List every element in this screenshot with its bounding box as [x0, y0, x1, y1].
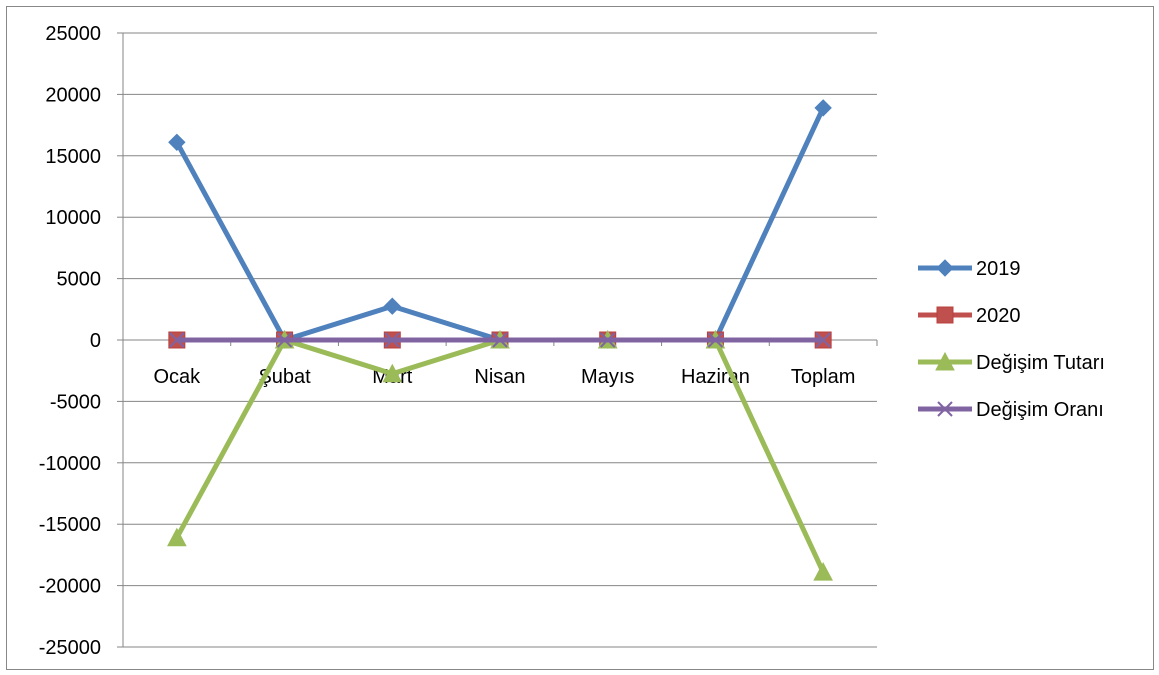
data-point — [382, 363, 403, 383]
data-point — [276, 332, 293, 348]
y-tick-label: -5000 — [50, 391, 101, 413]
x-tick-label: Toplam — [791, 366, 855, 388]
data-point — [813, 562, 833, 581]
y-tick-label: 25000 — [45, 23, 101, 45]
marker-triangle — [935, 351, 955, 371]
data-point — [167, 527, 187, 547]
y-tick-label: 20000 — [45, 84, 101, 106]
marker-triangle — [167, 527, 187, 547]
marker-triangle — [813, 562, 833, 581]
marker-diamond — [814, 99, 832, 117]
marker-x — [384, 332, 400, 348]
legend-entry: Değişim Tutarı — [918, 351, 1105, 374]
legend-label: Değişim Tutarı — [976, 352, 1105, 374]
data-point — [815, 332, 831, 348]
series-3 — [169, 332, 831, 348]
marker-x — [707, 332, 724, 348]
data-point — [384, 332, 400, 348]
data-point — [707, 332, 724, 348]
marker-x — [492, 332, 508, 348]
series-line — [174, 106, 826, 343]
data-point — [492, 332, 508, 348]
marker-x — [937, 401, 953, 417]
x-axis-ticks: OcakŞubatMartNisanMayısHaziranToplam — [122, 340, 878, 388]
y-axis-ticks: 25000 20000 15000 10000 5000 0 -5000 -10000 -150… — [39, 23, 123, 659]
y-tick-label: 0 — [90, 330, 101, 352]
legend: 2019 2020 Değişim Tutarı Değişim Oranı — [918, 258, 1105, 421]
x-tick-label: Mayıs — [581, 366, 634, 388]
marker-diamond — [168, 133, 186, 151]
data-point — [169, 332, 185, 348]
series-group — [167, 99, 833, 581]
marker-x — [276, 332, 293, 348]
y-tick-label: 15000 — [45, 146, 101, 168]
legend-entry: Değişim Oranı — [918, 399, 1104, 421]
data-point — [814, 99, 832, 117]
legend-label: 2019 — [976, 258, 1021, 280]
marker-diamond — [936, 259, 954, 277]
legend-label: 2020 — [976, 305, 1021, 327]
legend-entry: 2020 — [918, 305, 1021, 327]
series-0 — [168, 99, 832, 349]
marker-diamond — [383, 297, 401, 315]
marker-square — [936, 306, 954, 324]
x-tick-label: Nisan — [474, 366, 525, 388]
y-tick-label: 5000 — [57, 269, 102, 291]
marker-triangle — [382, 363, 403, 383]
data-point — [383, 297, 401, 315]
marker-x — [815, 332, 831, 348]
y-tick-label: -25000 — [39, 637, 101, 659]
x-tick-label: Şubat — [258, 366, 311, 388]
y-tick-label: -10000 — [39, 453, 101, 475]
data-point — [168, 133, 186, 151]
y-tick-label: -15000 — [39, 514, 101, 536]
legend-label: Değişim Oranı — [976, 399, 1104, 421]
marker-x — [600, 332, 616, 348]
y-tick-label: 10000 — [45, 207, 101, 229]
x-tick-label: Haziran — [681, 366, 750, 388]
legend-entry: 2019 — [918, 258, 1021, 280]
data-point — [600, 332, 616, 348]
y-tick-label: -20000 — [39, 576, 101, 598]
marker-x — [169, 332, 185, 348]
x-tick-label: Ocak — [154, 366, 202, 388]
